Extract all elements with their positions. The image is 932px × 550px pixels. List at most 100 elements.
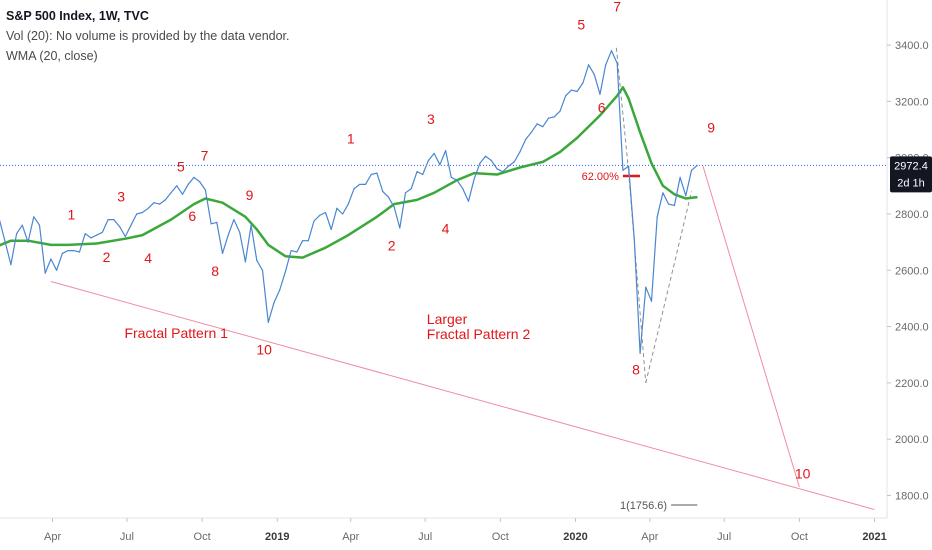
- annotation-label: Larger: [427, 311, 468, 327]
- price-tick-label: 2400.0: [895, 322, 929, 334]
- annotation-label: Fractal Pattern 2: [427, 326, 531, 342]
- price-point-44: [244, 261, 246, 263]
- price-point-7: [33, 216, 35, 218]
- price-point-42: [233, 219, 235, 221]
- price-point-40: [221, 252, 224, 254]
- price-point-3: [10, 264, 12, 266]
- price-point-68: [382, 190, 384, 192]
- price-point-71: [399, 227, 401, 229]
- price-point-90: [507, 165, 510, 167]
- wma-point-9: [193, 203, 195, 205]
- wma-point-31: [616, 95, 618, 97]
- chart-title: S&P 500 Index, 1W, TVC: [6, 9, 149, 23]
- price-point-91: [513, 161, 515, 163]
- price-tick-label: 3200.0: [895, 96, 929, 108]
- wma-point-11: [221, 202, 224, 204]
- price-point-67: [376, 172, 378, 174]
- annotation-label: 6: [188, 208, 196, 224]
- annotation-label: 5: [177, 159, 185, 175]
- annotation-label: 4: [442, 221, 450, 237]
- annotation-label: 2: [388, 238, 396, 254]
- price-point-58: [324, 211, 327, 214]
- annotation-label: 8: [632, 361, 640, 377]
- wma-point-30: [599, 114, 601, 116]
- price-point-9: [44, 272, 46, 274]
- price-point-11: [56, 269, 58, 271]
- price-point-28: [153, 202, 155, 204]
- price-point-47: [261, 269, 264, 271]
- wma-point-3: [50, 244, 52, 246]
- price-point-95: [536, 123, 538, 125]
- price-point-4: [16, 233, 18, 235]
- price-tag-box: [890, 156, 932, 193]
- annotation-label: 4: [144, 250, 152, 266]
- price-point-122: [690, 169, 693, 171]
- price-point-38: [210, 223, 212, 225]
- price-point-51: [284, 271, 286, 273]
- time-tick-label: Oct: [791, 531, 808, 543]
- annotation-label: 1: [67, 207, 75, 223]
- price-point-86: [485, 155, 487, 157]
- price-point-27: [147, 207, 149, 209]
- price-point-103: [582, 82, 584, 84]
- wma-point-4: [67, 244, 69, 246]
- wma-point-25: [496, 173, 498, 176]
- wma-point-19: [376, 216, 378, 218]
- price-point-123: [696, 164, 698, 166]
- price-point-119: [673, 204, 676, 207]
- price-point-99: [559, 110, 561, 112]
- annotation-label: 5: [577, 17, 585, 33]
- price-tick-label: 2800.0: [895, 209, 929, 221]
- price-point-102: [576, 90, 578, 93]
- dashed-recovery: [645, 191, 693, 383]
- price-point-101: [570, 89, 573, 91]
- price-point-16: [84, 233, 86, 235]
- wma-point-1: [10, 240, 12, 242]
- price-point-121: [685, 195, 687, 197]
- time-tick-label: Oct: [194, 531, 211, 543]
- target-line-label: 1(1756.6): [620, 500, 667, 512]
- price-point-53: [296, 251, 298, 253]
- price-point-97: [547, 117, 550, 119]
- price-point-88: [496, 168, 498, 170]
- price-point-46: [256, 259, 258, 261]
- price-point-118: [668, 203, 670, 205]
- chart-legend: S&P 500 Index, 1W, TVC Vol (20): No volu…: [6, 6, 290, 66]
- price-point-49: [273, 302, 275, 304]
- fib-retracement-line-label: 62.00%: [582, 171, 620, 183]
- price-point-74: [416, 171, 418, 173]
- wma-point-37: [673, 193, 676, 195]
- price-point-48: [267, 321, 269, 323]
- time-axis[interactable]: Apr Jul Oct 2019 Apr Jul Oct 2020 Apr Jul Oct 2021: [44, 518, 887, 543]
- price-point-69: [387, 196, 389, 198]
- wma-point-35: [650, 162, 653, 164]
- price-point-22: [119, 226, 121, 228]
- time-tick-label: Jul: [120, 531, 134, 543]
- time-tick-label: Apr: [44, 531, 61, 543]
- price-point-55: [307, 240, 309, 242]
- price-point-2: [4, 241, 6, 243]
- time-tick-label: Jul: [717, 531, 731, 543]
- wma-point-22: [433, 192, 435, 194]
- lower-trendline: [50, 281, 875, 511]
- price-layer: [0, 50, 698, 354]
- annotation-label: 7: [201, 147, 209, 163]
- price-point-20: [107, 219, 109, 221]
- price-point-35: [193, 176, 195, 178]
- price-point-64: [359, 183, 361, 185]
- wma-point-21: [416, 199, 418, 201]
- wma-point-18: [347, 234, 349, 236]
- price-point-83: [467, 200, 470, 202]
- price-point-70: [393, 206, 395, 208]
- wma-point-27: [542, 161, 544, 163]
- price-point-65: [364, 183, 367, 185]
- price-point-60: [336, 207, 338, 209]
- wma-point-28: [559, 151, 561, 153]
- price-point-8: [38, 224, 41, 226]
- annotation-label: 8: [211, 263, 219, 279]
- price-point-77: [433, 152, 435, 154]
- price-tick-label: 3400.0: [895, 40, 929, 52]
- price-point-112: [633, 238, 635, 240]
